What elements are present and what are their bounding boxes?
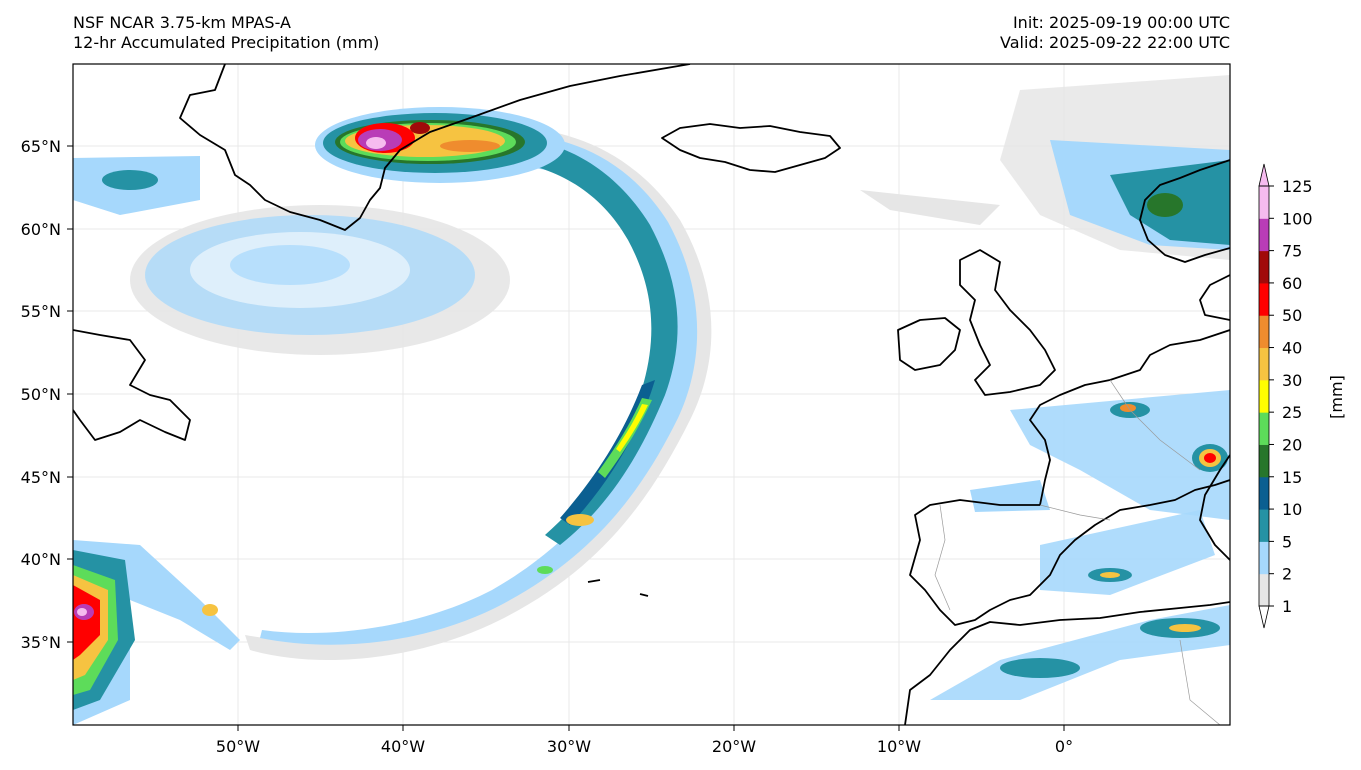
colorbar-extend-min: [1258, 605, 1270, 629]
map-layers: [73, 64, 1230, 725]
init-time: Init: 2025-09-19 00:00 UTC: [1012, 13, 1230, 32]
colorbar-bin: [1259, 476, 1269, 510]
colorbar-level-label: 100: [1282, 209, 1313, 228]
precip-west-band: [73, 156, 200, 215]
model-title: NSF NCAR 3.75-km MPAS-A: [73, 13, 291, 32]
precip-swirl: [130, 205, 510, 355]
title-left: NSF NCAR 3.75-km MPAS-A 12-hr Accumulate…: [73, 13, 379, 53]
colorbar-level-label: 5: [1282, 532, 1292, 551]
lon-label-50w: 50°W: [216, 737, 260, 756]
colorbar-bin: [1259, 444, 1269, 478]
coastlines: [73, 64, 1230, 725]
ireland-coast: [897, 317, 961, 371]
colorbar-level-label: 60: [1282, 274, 1302, 293]
lat-label-35: 35°N: [21, 633, 61, 652]
colorbar-bin: [1259, 412, 1269, 445]
colorbar-bin: [1259, 379, 1269, 413]
precip-southwest-storm: [73, 540, 240, 725]
denmark-coast: [1199, 274, 1230, 321]
italy-coast: [1199, 454, 1230, 561]
colorbar-level-label: 50: [1282, 306, 1302, 325]
colorbar-bin: [1259, 347, 1269, 381]
colorbar-level-label: 1: [1282, 597, 1292, 616]
colorbar-level-label: 40: [1282, 339, 1302, 358]
colorbar-bin: [1259, 218, 1269, 252]
azores-1: [587, 579, 601, 583]
precip-scandinavia: [860, 75, 1230, 260]
precip-greenland-max: [315, 107, 565, 183]
colorbar-bin: [1259, 282, 1269, 316]
colorbar-level-label: 10: [1282, 500, 1302, 519]
lat-label-40: 40°N: [21, 550, 61, 569]
britain-coast: [959, 249, 1056, 396]
precip-europe: [930, 390, 1230, 700]
colorbar-bin: [1259, 186, 1269, 219]
title-right: Init: 2025-09-19 00:00 UTC Valid: 2025-0…: [1000, 13, 1230, 53]
borders: [934, 379, 1221, 725]
colorbar-outline: [1258, 185, 1270, 607]
colorbar-bin: [1259, 573, 1269, 607]
colorbar-unit-label: [mm]: [1327, 375, 1346, 419]
field-title: 12-hr Accumulated Precipitation (mm): [73, 33, 380, 52]
colorbar-level-label: 30: [1282, 371, 1302, 390]
colorbar-bin: [1259, 509, 1269, 542]
colorbar-bin: [1259, 250, 1269, 284]
colorbar-level-label: 125: [1282, 177, 1313, 196]
colorbar-extend-max: [1258, 163, 1270, 187]
iceland-coast: [661, 123, 841, 173]
lon-label-10w: 10°W: [877, 737, 921, 756]
colorbar-level-label: 20: [1282, 435, 1302, 454]
valid-time: Valid: 2025-09-22 22:00 UTC: [999, 33, 1230, 52]
colorbar-level-label: 75: [1282, 242, 1302, 261]
lat-label-50: 50°N: [21, 385, 61, 404]
lon-label-20w: 20°W: [712, 737, 756, 756]
colorbar-bin: [1259, 315, 1269, 349]
lat-label-45: 45°N: [21, 468, 61, 487]
lat-axis: 65°N 60°N 55°N 50°N 45°N 40°N 35°N: [21, 137, 73, 652]
colorbar-level-label: 15: [1282, 468, 1302, 487]
lon-label-0: 0°: [1055, 737, 1073, 756]
scandinavia-coast: [1139, 159, 1230, 263]
greenland-coast: [179, 64, 691, 231]
lon-axis: 50°W 40°W 30°W 20°W 10°W 0°: [216, 725, 1073, 756]
colorbar-bin: [1259, 541, 1269, 575]
newfoundland-coast: [73, 329, 191, 441]
lon-label-40w: 40°W: [381, 737, 425, 756]
africa-coast: [904, 601, 1230, 725]
colorbar-level-label: 25: [1282, 403, 1302, 422]
europe-coast: [909, 329, 1230, 626]
azores-2: [639, 593, 649, 597]
colorbar-level-label: 2: [1282, 565, 1292, 584]
precip-front-arc: [245, 126, 712, 660]
lat-label-60: 60°N: [21, 220, 61, 239]
lon-label-30w: 30°W: [547, 737, 591, 756]
lat-label-55: 55°N: [21, 302, 61, 321]
lat-label-65: 65°N: [21, 137, 61, 156]
